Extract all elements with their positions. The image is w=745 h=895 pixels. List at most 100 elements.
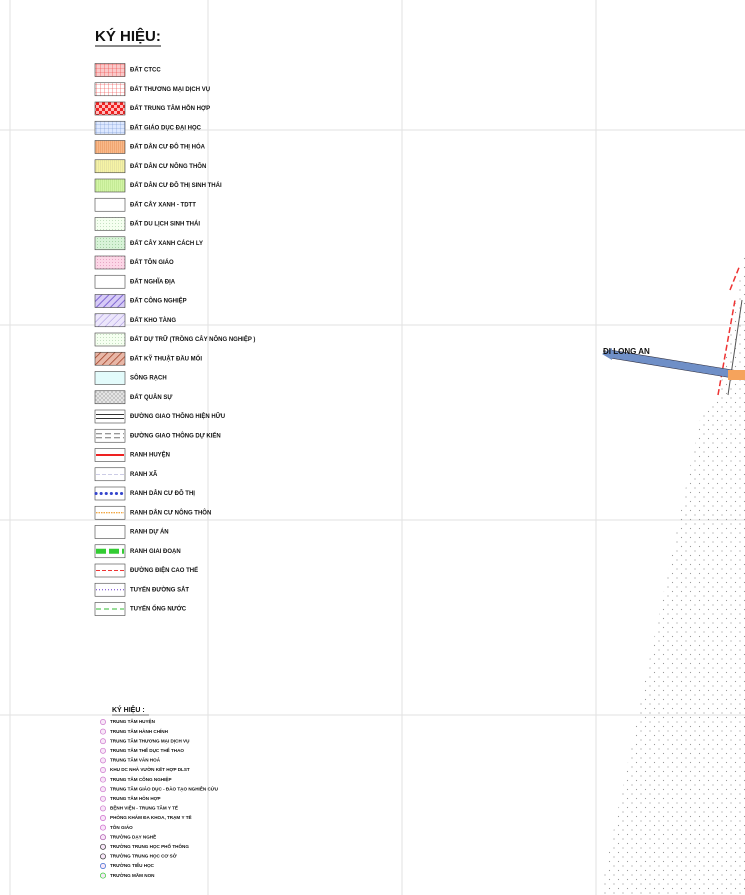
legend-item: ĐẤT THƯƠNG MẠI DỊCH VỤ bbox=[94, 82, 210, 97]
symbol-icon bbox=[100, 815, 106, 821]
legend-item: ĐẤT CÂY XANH - TDTT bbox=[94, 197, 196, 212]
symbol-icon bbox=[100, 719, 106, 725]
symbol-label: KHU DC NHÀ VƯỜN KẾT HỢP DLST bbox=[110, 765, 190, 772]
symbol-label: TRƯỜNG TIỂU HỌC bbox=[110, 861, 155, 868]
symbol-icon bbox=[100, 776, 106, 783]
symbol-label: TRUNG TÂM VĂN HOÁ bbox=[110, 757, 161, 763]
legend-label: ĐẤT CÂY XANH CÁCH LY bbox=[130, 240, 203, 247]
legend-item: ĐƯỜNG GIAO THÔNG DỰ KIẾN bbox=[94, 428, 221, 443]
legend-label: RANH DÂN CƯ ĐÔ THỊ bbox=[130, 489, 195, 497]
swatch bbox=[94, 197, 126, 212]
symbol-icon bbox=[100, 786, 106, 793]
legend-label: ĐẤT CÔNG NGHIỆP bbox=[130, 297, 187, 305]
swatch bbox=[94, 178, 126, 193]
symbol-icon bbox=[100, 872, 106, 879]
legend-label: RANH XÃ bbox=[130, 471, 158, 478]
symbol-icon bbox=[100, 843, 106, 850]
legend-item: ĐẤT GIÁO DỤC ĐẠI HỌC bbox=[94, 120, 202, 135]
legend-label: RANH HUYỆN bbox=[130, 451, 170, 459]
legend-label: RANH DỰ ÁN bbox=[130, 529, 169, 536]
swatch bbox=[94, 274, 126, 289]
symbol-label: TRƯỜNG DẠY NGHỀ bbox=[110, 832, 156, 839]
symbol-item: TRUNG TÂM HÀNH CHÍNH bbox=[100, 727, 169, 735]
symbol-item: TRUNG TÂM CÔNG NGHIỆP bbox=[100, 775, 172, 783]
symbol-item: TRUNG TÂM THỂ DỤC THỂ THAO bbox=[100, 747, 184, 754]
symbol-icon bbox=[100, 834, 106, 841]
symbol-item: TRUNG TÂM HỖN HỢP bbox=[100, 795, 161, 802]
symbol-item: TÔN GIÁO bbox=[100, 823, 133, 831]
symbol-item: TRƯỜNG MẦM NON bbox=[100, 871, 155, 879]
legend-label: ĐẤT DÂN CƯ ĐÔ THỊ SINH THÁI bbox=[130, 181, 222, 189]
symbol-label: TRUNG TÂM THƯƠNG MẠI DỊCH VỤ bbox=[110, 737, 190, 743]
symbol-icon bbox=[100, 795, 106, 802]
swatch bbox=[94, 120, 126, 135]
legend-title: KÝ HIỆU: bbox=[95, 27, 161, 45]
legend-label: TUYẾN ỐNG NƯỚC bbox=[130, 605, 187, 613]
legend-label: ĐẤT TRUNG TÂM HỖN HỢP bbox=[130, 105, 210, 112]
legend-item: ĐẤT QUÂN SỰ bbox=[94, 390, 172, 405]
map-area: ĐI LONG AN bbox=[600, 250, 745, 895]
legend-item: ĐẤT DÂN CƯ ĐÔ THỊ SINH THÁI bbox=[94, 178, 222, 193]
map-label: ĐI LONG AN bbox=[603, 347, 650, 356]
legend-label: ĐƯỜNG GIAO THÔNG DỰ KIẾN bbox=[130, 431, 221, 439]
swatch bbox=[94, 294, 126, 308]
symbol-label: BỆNH VIỆN - TRUNG TÂM Y TẾ bbox=[110, 804, 178, 811]
swatch bbox=[94, 236, 126, 251]
legend-label: ĐẤT CÂY XANH - TDTT bbox=[130, 201, 196, 208]
swatch bbox=[94, 255, 126, 270]
symbol-label: TRUNG TÂM GIÁO DỤC - ĐÀO TẠO NGHIÊN CỨU bbox=[110, 784, 219, 791]
legend-item: ĐƯỜNG GIAO THÔNG HIỆN HỮU bbox=[94, 409, 225, 424]
symbol-icon bbox=[100, 853, 106, 860]
swatch bbox=[94, 371, 126, 385]
legend-label: ĐẤT DÂN CƯ ĐÔ THỊ HÓA bbox=[130, 143, 206, 151]
legend-label: ĐƯỜNG GIAO THÔNG HIỆN HỮU bbox=[130, 412, 225, 420]
symbol-icon bbox=[100, 747, 106, 754]
symbol-item: TRUNG TÂM GIÁO DỤC - ĐÀO TẠO NGHIÊN CỨU bbox=[100, 784, 219, 793]
legend-label: ĐẤT QUÂN SỰ bbox=[130, 394, 172, 401]
legend-label: ĐẤT NGHĨA ĐỊA bbox=[130, 278, 176, 285]
legend-item: ĐẤT CÔNG NGHIỆP bbox=[94, 294, 187, 308]
swatch bbox=[94, 159, 126, 174]
symbol-label: TÔN GIÁO bbox=[110, 823, 133, 830]
symbol-icon bbox=[100, 824, 106, 831]
swatch bbox=[94, 82, 126, 97]
symbol-label: TRUNG TÂM CÔNG NGHIỆP bbox=[110, 775, 172, 782]
legend-item: RANH HUYỆN bbox=[94, 448, 170, 462]
symbol-icon bbox=[100, 863, 106, 869]
legend-item: ĐƯỜNG ĐIỆN CAO THẾ bbox=[94, 563, 198, 578]
swatch bbox=[94, 525, 126, 539]
legend-label: ĐẤT DỰ TRỮ (TRỒNG CÂY NÔNG NGHIỆP ) bbox=[130, 335, 255, 343]
symbol-label: TRƯỜNG TRUNG HỌC CƠ SỞ bbox=[110, 852, 177, 859]
symbol-item: TRƯỜNG TRUNG HỌC CƠ SỞ bbox=[100, 852, 177, 860]
legend-item: ĐẤT KỸ THUẬT ĐẦU MỐI bbox=[94, 351, 202, 366]
symbol-icon bbox=[100, 728, 106, 735]
legend-label: ĐẤT DÂN CƯ NÔNG THÔN bbox=[130, 162, 206, 170]
legend-label: RANH DÂN CƯ NÔNG THÔN bbox=[130, 508, 211, 516]
swatch bbox=[94, 409, 126, 424]
legend-item: ĐẤT DU LỊCH SINH THÁI bbox=[94, 217, 200, 231]
legend-label: ĐƯỜNG ĐIỆN CAO THẾ bbox=[130, 566, 198, 574]
legend-item: ĐẤT NGHĨA ĐỊA bbox=[94, 274, 176, 289]
legend-item: RANH DÂN CƯ NÔNG THÔN bbox=[94, 505, 211, 520]
legend-item: ĐẤT CÂY XANH CÁCH LY bbox=[94, 236, 203, 251]
legend-item: TUYẾN ĐƯỜNG SẮT bbox=[94, 582, 189, 597]
swatch bbox=[94, 351, 126, 366]
symbol-label: TRUNG TÂM HÀNH CHÍNH bbox=[110, 727, 169, 734]
symbol-icon bbox=[100, 757, 106, 764]
symbol-item: TRUNG TÂM THƯƠNG MẠI DỊCH VỤ bbox=[100, 737, 190, 745]
legend-item: ĐẤT TÔN GIÁO bbox=[94, 255, 174, 270]
swatch bbox=[94, 390, 126, 405]
legend-item: TUYẾN ỐNG NƯỚC bbox=[94, 602, 187, 616]
symbol-legend: TRUNG TÂM HUYỆN TRUNG TÂM HÀNH CHÍNH TRUNG… bbox=[100, 717, 219, 879]
symbol-item: TRƯỜNG DẠY NGHỀ bbox=[100, 832, 156, 841]
legend-label: ĐẤT DU LỊCH SINH THÁI bbox=[130, 221, 200, 228]
swatch bbox=[94, 101, 126, 116]
legend-label: ĐẤT TÔN GIÁO bbox=[130, 258, 174, 266]
symbol-item: KHU DC NHÀ VƯỜN KẾT HỢP DLST bbox=[100, 765, 190, 773]
swatch bbox=[94, 217, 126, 231]
symbol-item: TRƯỜNG TRUNG HỌC PHỔ THÔNG bbox=[100, 842, 189, 850]
legend-item: ĐẤT KHO TÀNG bbox=[94, 313, 176, 328]
symbol-icon bbox=[100, 767, 106, 773]
symbol-label: TRUNG TÂM HỖN HỢP bbox=[110, 795, 161, 801]
